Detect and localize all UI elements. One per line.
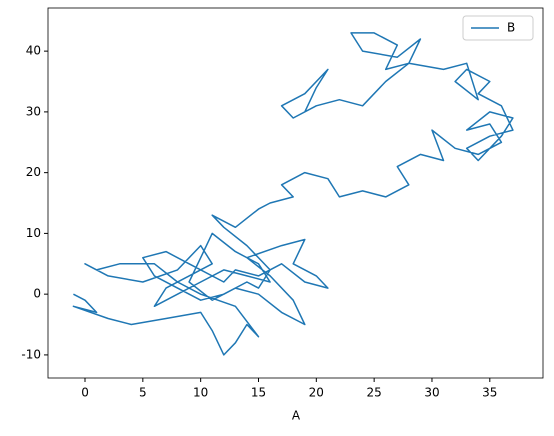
x-tick-label: 5 [139,386,147,400]
x-tick-label: 15 [251,386,266,400]
y-tick-label: 10 [26,226,41,240]
data-line [72,32,514,356]
axes-frame [47,7,544,379]
x-tick-label: 35 [482,386,497,400]
y-tick-label: 40 [26,44,41,58]
x-tick-label: 0 [81,386,89,400]
x-tick-label: 10 [193,386,208,400]
x-tick-label: 30 [424,386,439,400]
legend-label: B [507,21,515,35]
y-tick-label: 0 [33,287,41,301]
y-tick-label: 30 [26,104,41,118]
y-tick-label: -10 [21,347,41,361]
x-tick-label: 20 [309,386,324,400]
y-tick-label: 20 [26,165,41,179]
x-tick-label: 25 [367,386,382,400]
x-axis-label: A [292,409,301,423]
